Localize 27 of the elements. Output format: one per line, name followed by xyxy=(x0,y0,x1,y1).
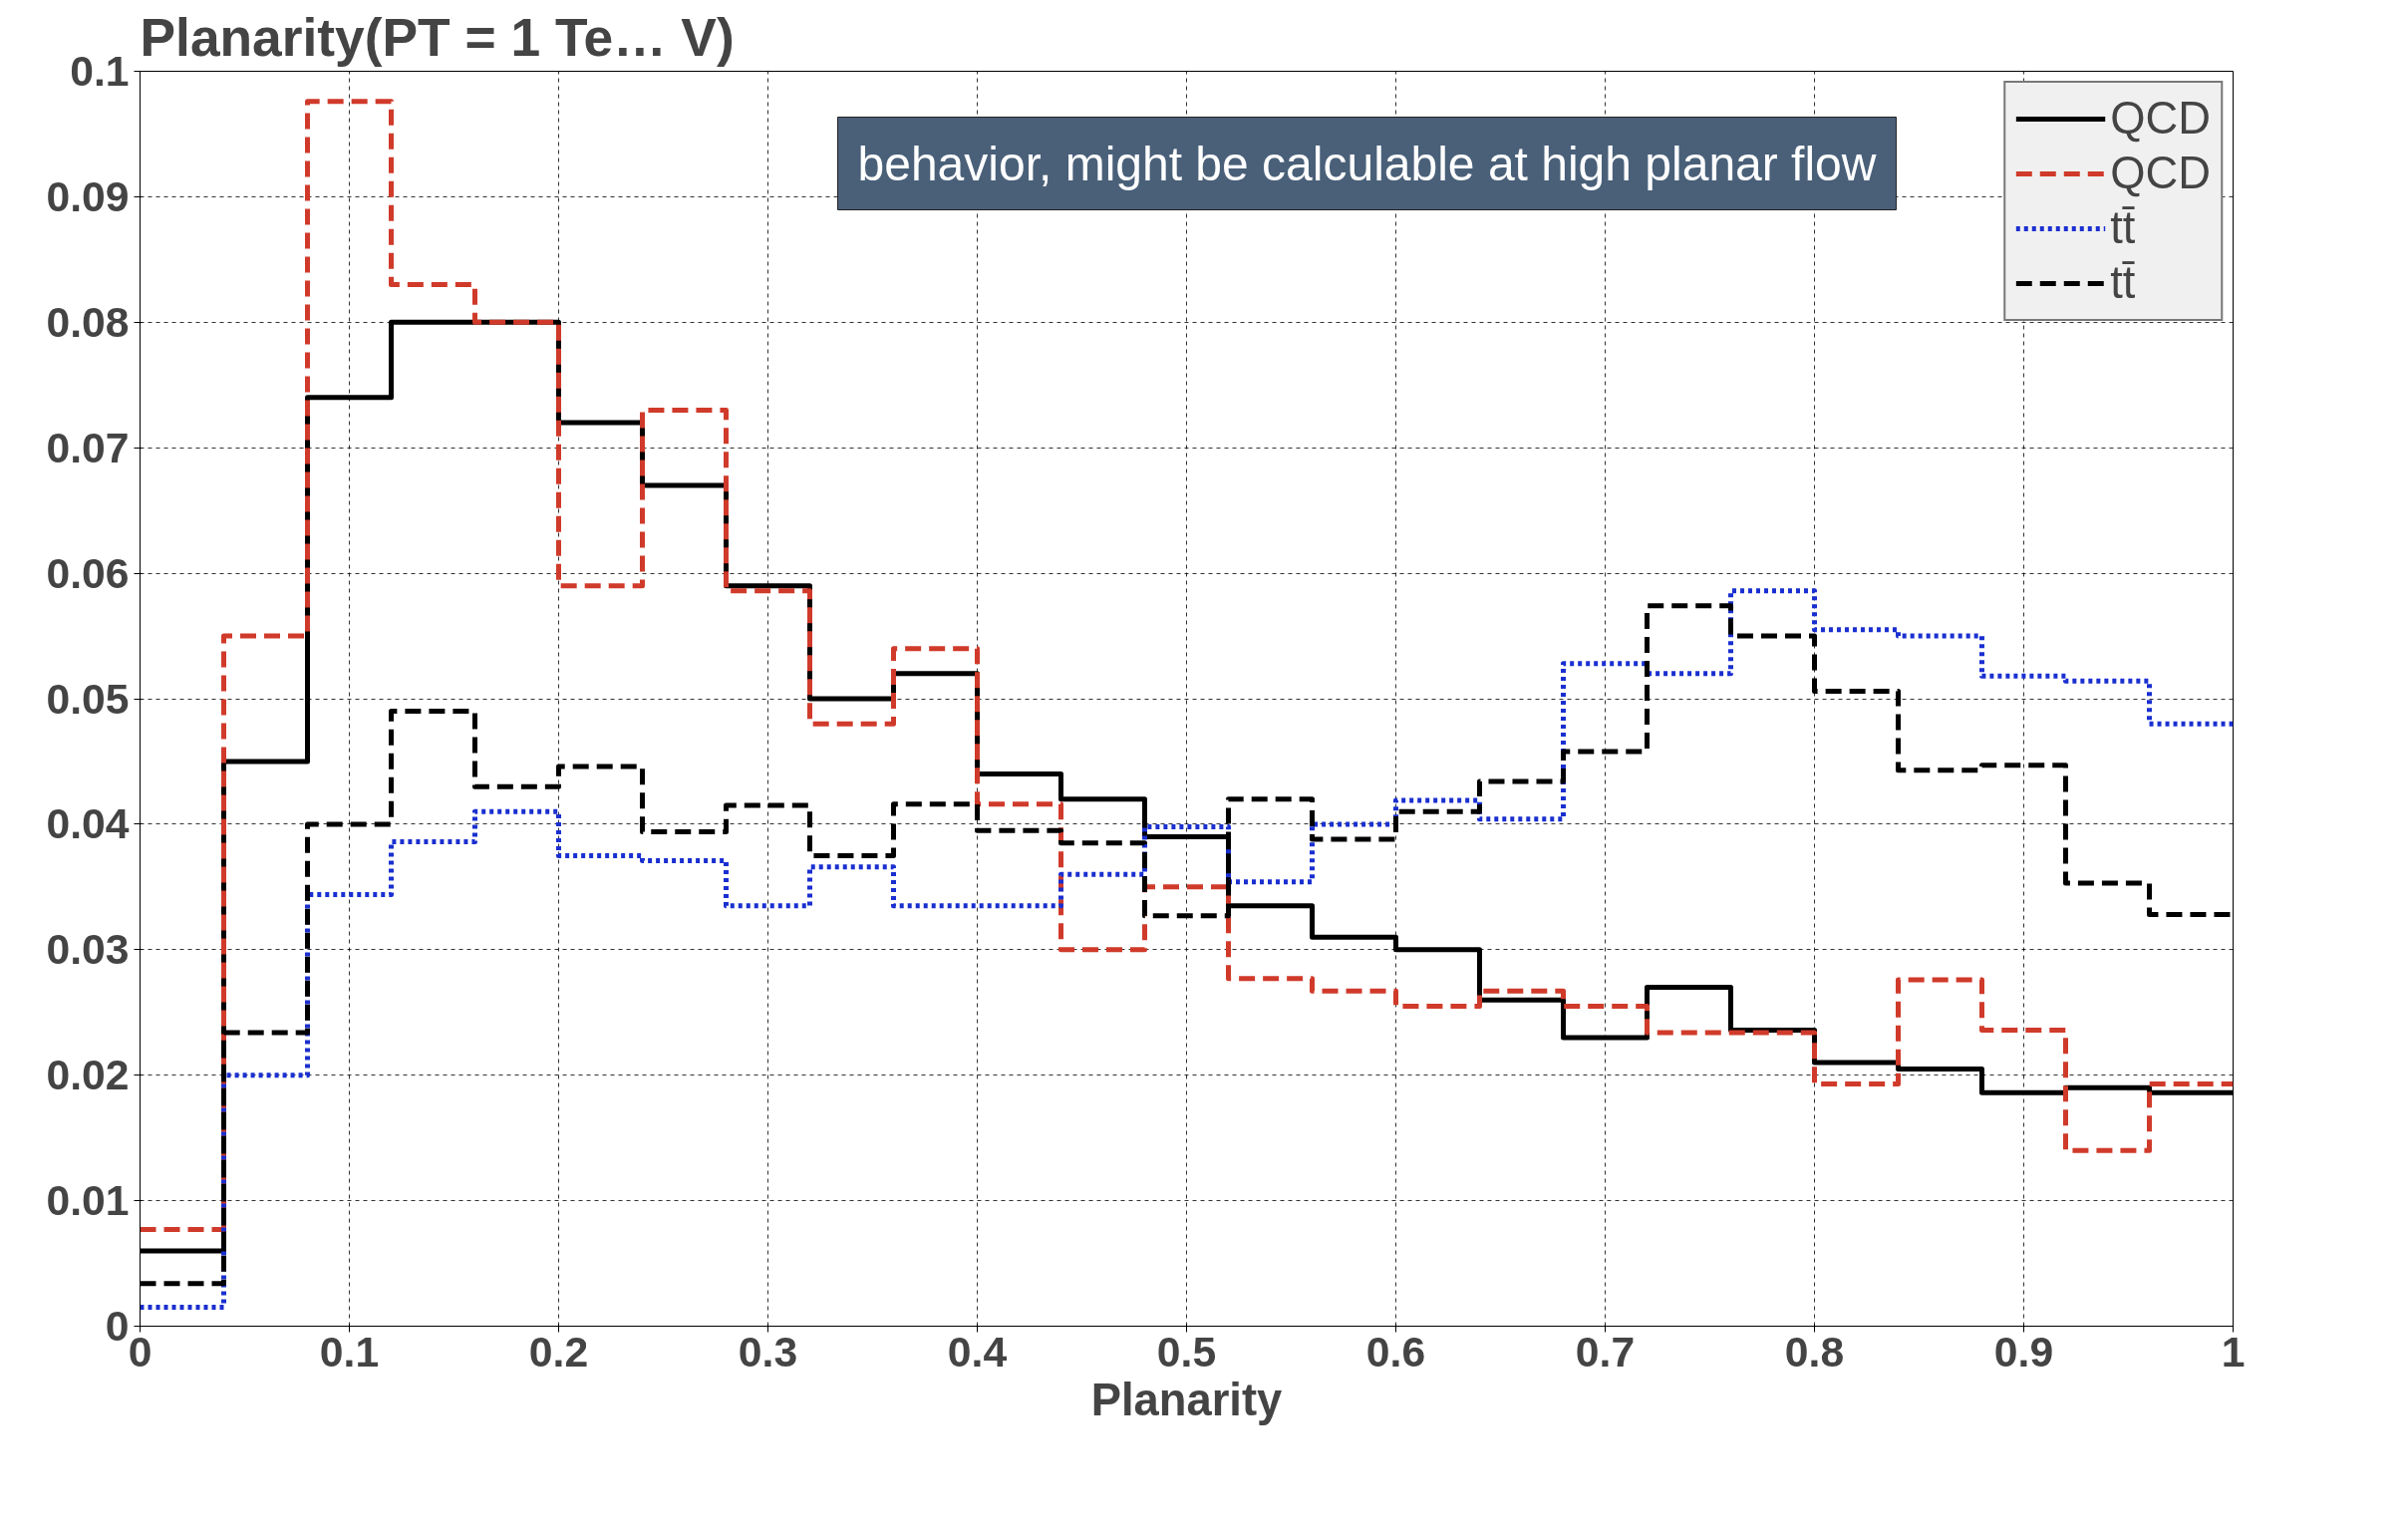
y-tick-label: 0.07 xyxy=(46,423,130,471)
x-tick-label: 0.6 xyxy=(1365,1327,1426,1376)
legend-label: QCD xyxy=(2110,93,2211,145)
y-tick-label: 0.04 xyxy=(46,799,130,848)
x-tick-label: 0.2 xyxy=(528,1327,589,1376)
x-tick-label: 0.1 xyxy=(319,1327,380,1376)
x-tick-label: 0.5 xyxy=(1156,1327,1217,1376)
annotation: behavior, might be calculable at high planar flow xyxy=(857,137,1877,190)
x-tick-label: 0.4 xyxy=(947,1327,1008,1376)
y-tick-label: 0.01 xyxy=(46,1176,130,1225)
x-axis-title: Planarity xyxy=(1090,1374,1283,1425)
y-tick-label: 0.09 xyxy=(46,171,130,220)
x-tick-label: 0.3 xyxy=(738,1327,798,1376)
legend-label: QCD xyxy=(2110,148,2211,199)
legend-label: tt̄ xyxy=(2110,257,2136,309)
x-tick-label: 1 xyxy=(2221,1327,2246,1376)
y-tick-label: 0.08 xyxy=(46,297,130,346)
x-tick-label: 0.7 xyxy=(1575,1327,1636,1376)
y-tick-label: 0.02 xyxy=(46,1051,130,1099)
legend-label: tt̄ xyxy=(2110,202,2136,254)
y-tick-label: 0.03 xyxy=(46,925,130,974)
y-tick-label: 0.1 xyxy=(70,47,130,95)
x-tick-label: 0.8 xyxy=(1784,1327,1845,1376)
y-tick-label: 0.06 xyxy=(46,548,130,597)
x-tick-label: 0.9 xyxy=(1993,1327,2054,1376)
y-tick-label: 0.05 xyxy=(46,674,130,723)
chart-title: Planarity(PT = 1 Te… V) xyxy=(140,7,735,67)
